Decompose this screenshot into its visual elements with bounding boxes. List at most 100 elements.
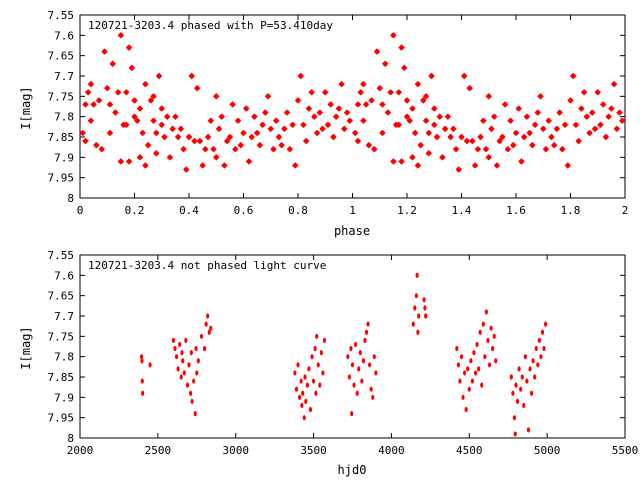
data-point bbox=[511, 390, 515, 396]
axis-ticks-bottom: 2000 2500 3000 3500 4000 4500 5000 5500 7.55 7.6 7… bbox=[48, 249, 639, 457]
data-point bbox=[171, 337, 176, 343]
data-point bbox=[515, 398, 520, 404]
data-point bbox=[458, 133, 465, 141]
data-point bbox=[332, 113, 340, 120]
data-point bbox=[425, 129, 432, 137]
data-point bbox=[189, 350, 193, 356]
data-points-top bbox=[79, 32, 626, 173]
data-point bbox=[403, 113, 411, 120]
data-point bbox=[293, 370, 297, 376]
data-point bbox=[264, 93, 272, 100]
data-point bbox=[166, 154, 174, 161]
data-point bbox=[185, 382, 190, 388]
data-point bbox=[360, 117, 367, 124]
data-point bbox=[424, 313, 428, 319]
data-point bbox=[472, 350, 476, 356]
data-point bbox=[542, 146, 550, 153]
data-point bbox=[361, 358, 365, 364]
data-point bbox=[125, 158, 133, 165]
data-point bbox=[178, 341, 182, 348]
data-point bbox=[578, 105, 585, 112]
data-point bbox=[278, 141, 285, 149]
data-point bbox=[610, 80, 618, 88]
data-point bbox=[422, 93, 430, 100]
y-tick-label: 7.7 bbox=[54, 310, 74, 323]
data-point bbox=[188, 72, 195, 80]
data-point bbox=[144, 141, 152, 149]
data-point bbox=[411, 321, 415, 327]
data-point bbox=[369, 386, 373, 392]
data-point bbox=[431, 121, 438, 128]
y-tick-label: 7.65 bbox=[48, 290, 75, 303]
data-point bbox=[109, 60, 116, 67]
data-point bbox=[379, 129, 386, 137]
data-point bbox=[379, 101, 386, 108]
data-point bbox=[591, 125, 599, 133]
data-point bbox=[536, 362, 540, 368]
data-point bbox=[147, 97, 155, 104]
x-axis-label-bottom: hjd0 bbox=[338, 463, 367, 477]
x-tick-label: 0.8 bbox=[288, 204, 308, 217]
data-point bbox=[174, 354, 179, 360]
data-point bbox=[480, 117, 487, 124]
y-tick-label: 8 bbox=[67, 192, 74, 205]
data-point bbox=[485, 93, 492, 100]
phased-light-curve-panel: 120721-3203.4 phased with P=53.410day ph… bbox=[19, 9, 628, 238]
data-point bbox=[112, 109, 119, 116]
data-point bbox=[343, 109, 351, 116]
data-point bbox=[376, 85, 383, 92]
data-point bbox=[390, 32, 397, 39]
y-axis-label-bottom: I[mag] bbox=[19, 326, 33, 369]
data-point bbox=[529, 390, 534, 396]
data-point bbox=[553, 125, 561, 133]
data-point bbox=[395, 89, 403, 96]
data-point bbox=[447, 133, 454, 141]
data-point bbox=[398, 158, 405, 165]
data-point bbox=[193, 85, 201, 92]
data-point bbox=[322, 89, 329, 96]
data-point bbox=[619, 117, 626, 124]
data-points-bottom bbox=[139, 272, 548, 437]
data-point bbox=[473, 370, 478, 376]
x-tick-label: 3000 bbox=[222, 444, 249, 457]
data-point bbox=[179, 374, 183, 380]
data-point bbox=[491, 345, 495, 352]
x-tick-label: 1.6 bbox=[506, 204, 526, 217]
data-point bbox=[131, 97, 138, 104]
data-point bbox=[371, 394, 375, 400]
data-point bbox=[142, 80, 149, 88]
data-point bbox=[194, 345, 198, 352]
data-point bbox=[481, 321, 485, 327]
axis-ticks-top: 0 0.2 0.4 0.6 0.8 1 1.2 1.4 1.6 1.8 2 7.55 7.6 7.65 7.… bbox=[48, 9, 629, 217]
y-tick-label: 7.95 bbox=[48, 412, 75, 425]
y-tick-label: 7.95 bbox=[48, 172, 75, 185]
data-point bbox=[417, 141, 424, 149]
data-point bbox=[234, 117, 242, 124]
data-point bbox=[372, 354, 376, 360]
data-point bbox=[366, 321, 370, 327]
data-point bbox=[387, 89, 394, 96]
data-point bbox=[106, 101, 114, 108]
data-point bbox=[164, 113, 171, 120]
y-tick-label: 8 bbox=[67, 432, 74, 445]
data-point bbox=[180, 350, 184, 356]
data-point bbox=[183, 166, 190, 173]
data-point bbox=[529, 141, 536, 149]
data-point bbox=[575, 137, 582, 145]
data-point bbox=[486, 337, 490, 343]
data-point bbox=[354, 137, 362, 145]
data-point bbox=[136, 105, 144, 112]
data-point bbox=[489, 325, 493, 331]
data-point bbox=[540, 329, 545, 335]
data-point bbox=[262, 109, 269, 116]
data-point bbox=[513, 431, 517, 437]
data-point bbox=[567, 97, 574, 104]
data-point bbox=[597, 121, 604, 128]
data-point bbox=[155, 72, 163, 80]
data-point bbox=[409, 154, 416, 161]
data-point bbox=[106, 129, 114, 137]
data-point bbox=[488, 125, 495, 133]
data-point bbox=[540, 125, 547, 133]
data-point bbox=[123, 121, 130, 128]
data-point bbox=[466, 85, 473, 92]
